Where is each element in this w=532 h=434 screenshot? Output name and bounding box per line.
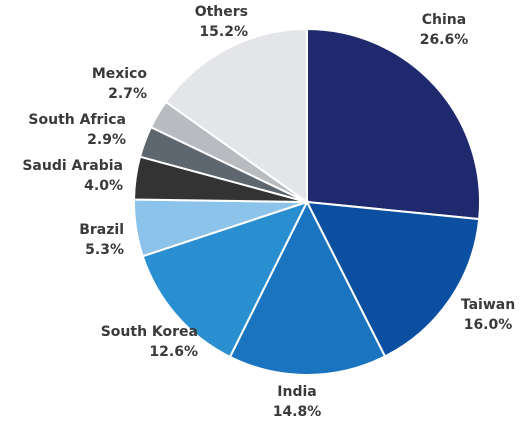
slice-value: 15.2% bbox=[199, 24, 248, 40]
pie-slice bbox=[141, 200, 309, 359]
slice-value: 2.7% bbox=[108, 86, 147, 102]
slice-value: 14.8% bbox=[273, 404, 322, 420]
slice-label: Brazil bbox=[79, 222, 124, 238]
slice-label: Saudi Arabia bbox=[22, 158, 123, 174]
pie-slice bbox=[306, 27, 481, 221]
pie-slice bbox=[305, 200, 481, 358]
slice-value: 4.0% bbox=[84, 178, 123, 194]
slice-label: Taiwan bbox=[461, 297, 515, 313]
slice-value: 12.6% bbox=[149, 344, 198, 360]
pie-slice bbox=[164, 27, 308, 204]
slice-label: China bbox=[422, 12, 466, 28]
slice-label: Mexico bbox=[92, 66, 148, 82]
pie-slice bbox=[228, 199, 387, 376]
slice-value: 16.0% bbox=[464, 317, 513, 333]
slice-value: 5.3% bbox=[85, 242, 124, 258]
slice-label: South Africa bbox=[28, 112, 126, 128]
slice-value: 2.9% bbox=[87, 132, 126, 148]
slice-label: Others bbox=[195, 4, 248, 20]
slice-label: South Korea bbox=[101, 324, 198, 340]
slice-label: India bbox=[277, 384, 316, 400]
slice-value: 26.6% bbox=[420, 32, 469, 48]
